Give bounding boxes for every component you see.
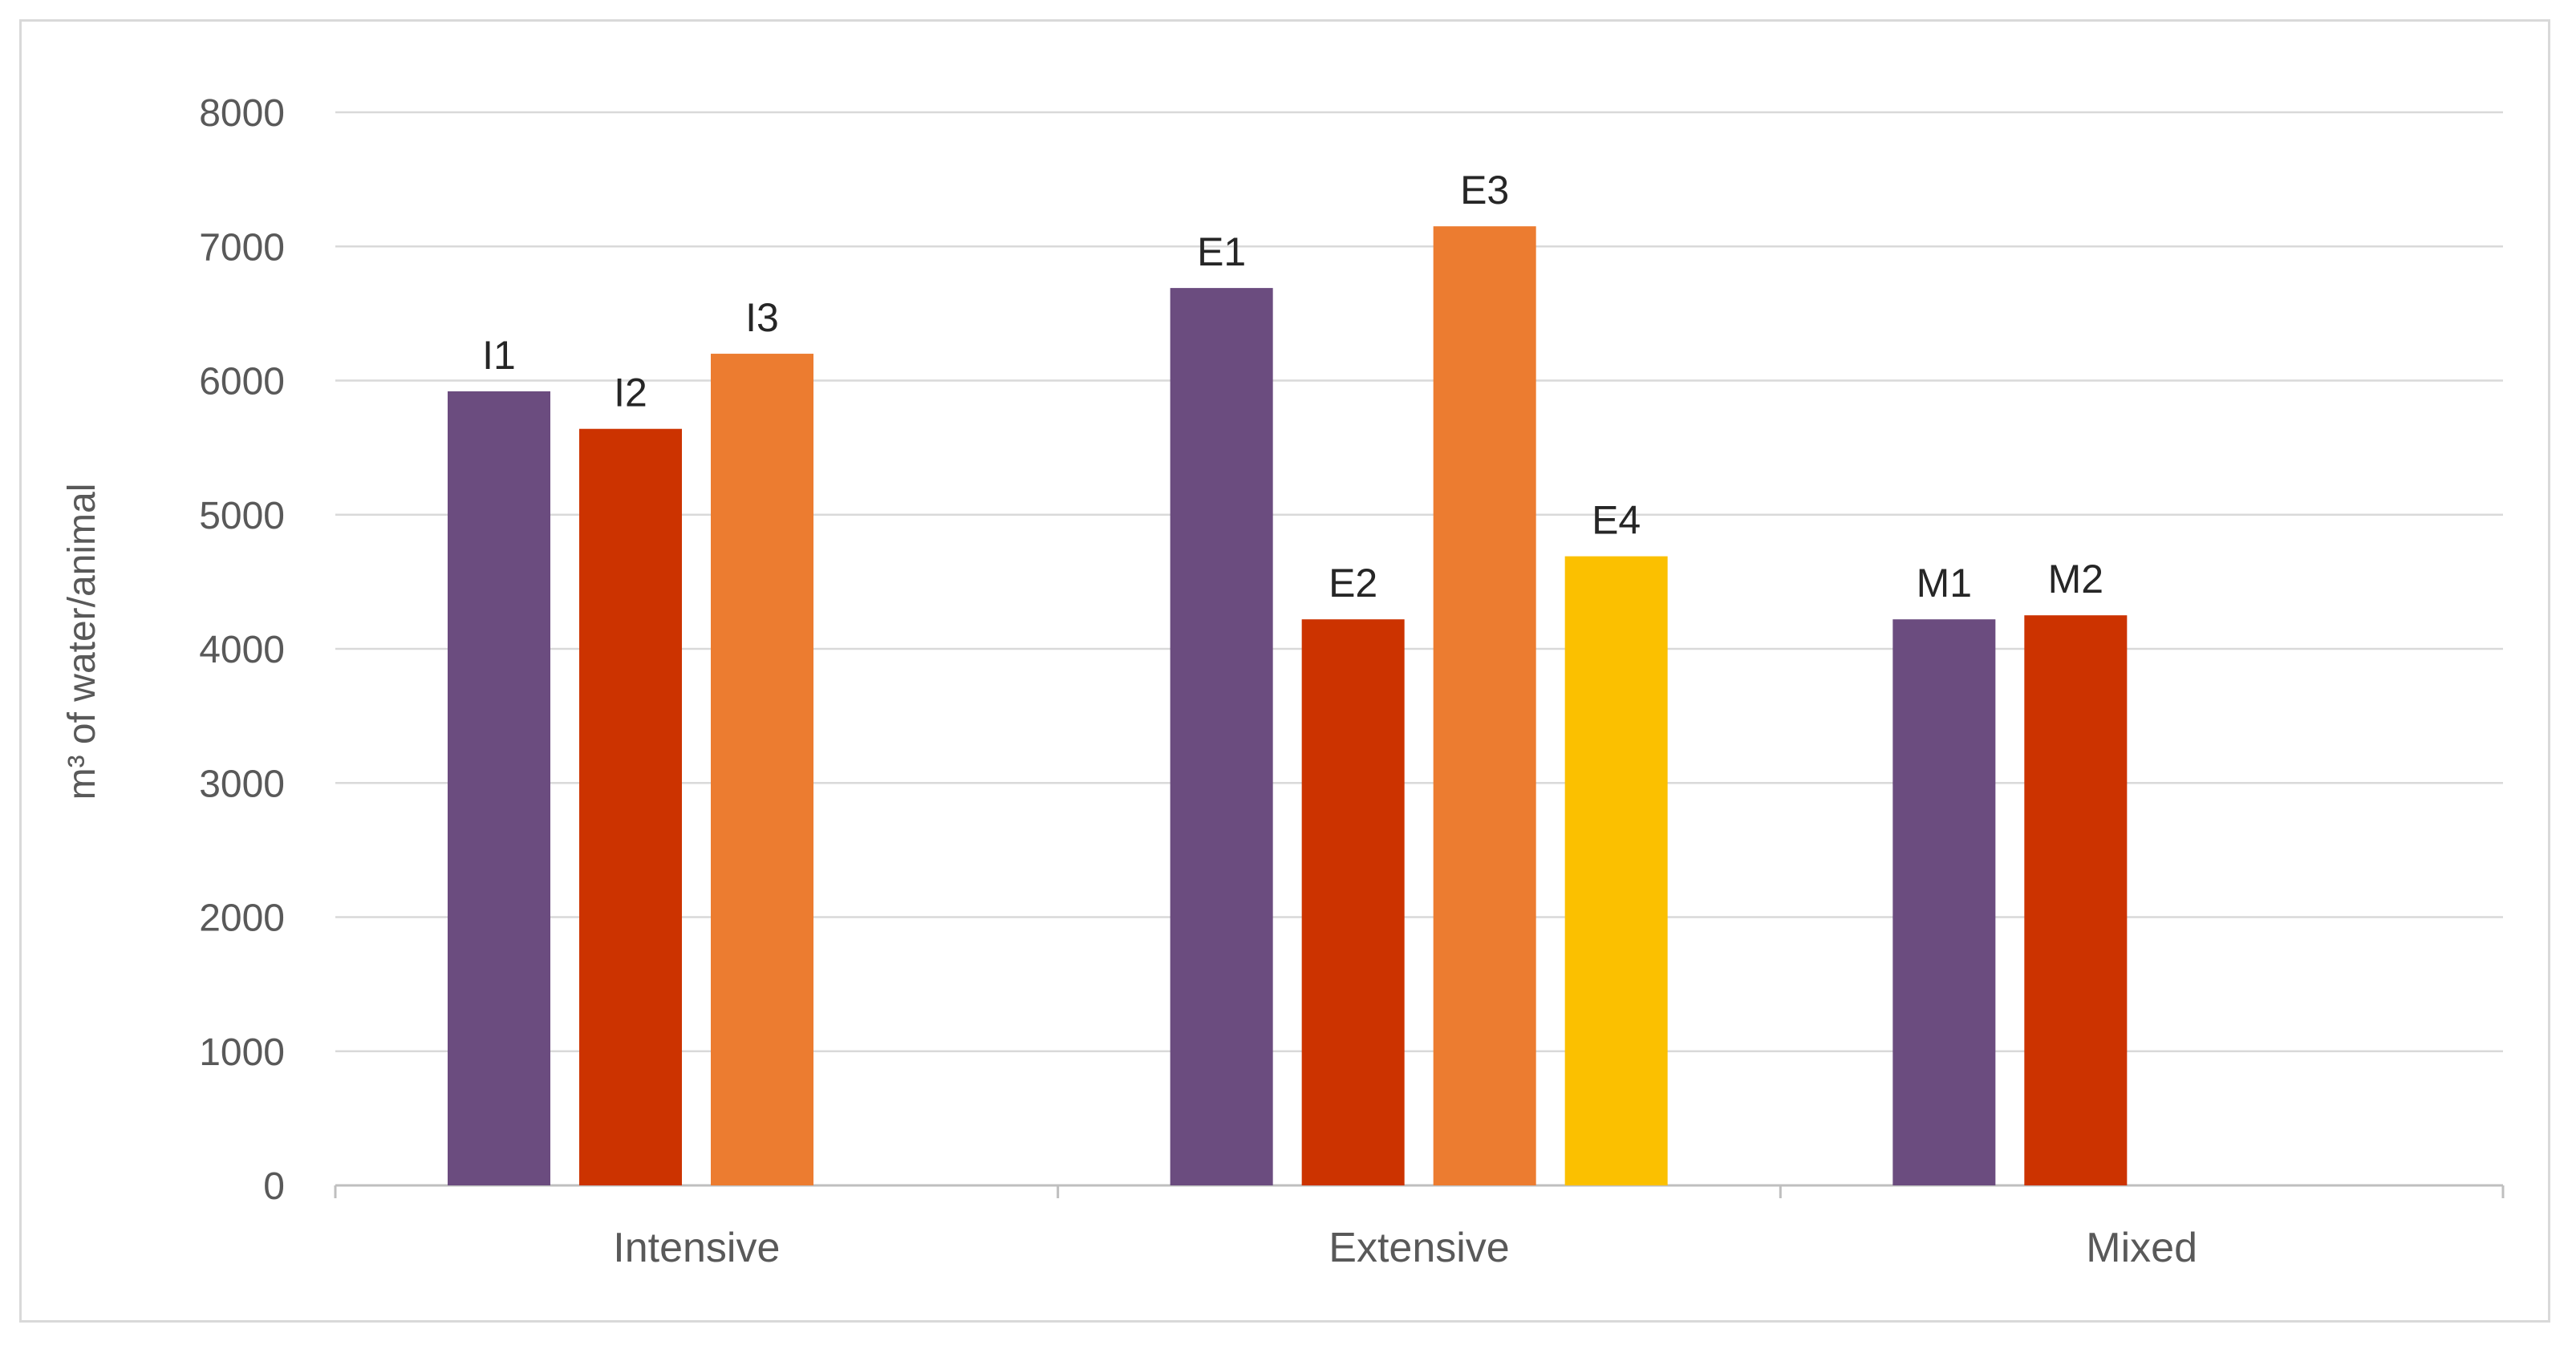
labels: 0 1000 2000 3000 4000 5000 6000 7000 8000 I1 I2 I3 I… bbox=[199, 92, 2197, 1271]
data-label-e4: E4 bbox=[1592, 498, 1641, 543]
y-tick-label: 1000 bbox=[199, 1031, 285, 1074]
bar-e2 bbox=[1301, 619, 1405, 1185]
bar-e4 bbox=[1564, 556, 1668, 1185]
gridlines bbox=[335, 111, 2503, 1052]
bar-e3 bbox=[1433, 226, 1536, 1186]
y-tick-label: 3000 bbox=[199, 763, 285, 805]
data-label-e1: E1 bbox=[1197, 229, 1246, 274]
y-tick-label: 2000 bbox=[199, 897, 285, 940]
y-tick-label: 0 bbox=[263, 1165, 285, 1208]
chart-frame bbox=[19, 19, 2550, 1323]
x-category-label: Intensive bbox=[613, 1225, 780, 1271]
data-label-i3: I3 bbox=[745, 295, 779, 340]
y-tick-label: 5000 bbox=[199, 495, 285, 537]
x-category-label: Extensive bbox=[1329, 1225, 1509, 1271]
bar-i3 bbox=[711, 354, 813, 1185]
data-label-m1: M1 bbox=[1917, 561, 1972, 606]
y-tick-label: 4000 bbox=[199, 629, 285, 671]
bar-m1 bbox=[1892, 619, 1996, 1185]
bar-i2 bbox=[579, 428, 682, 1185]
x-category-label: Mixed bbox=[2086, 1225, 2197, 1271]
y-axis-title: m³ of water/animal bbox=[61, 484, 103, 800]
bar-e1 bbox=[1170, 288, 1273, 1185]
y-tick-label: 6000 bbox=[199, 361, 285, 403]
y-tick-label: 8000 bbox=[199, 92, 285, 135]
data-label-i2: I2 bbox=[614, 371, 647, 415]
bar-i1 bbox=[448, 391, 550, 1185]
bar-m2 bbox=[2024, 615, 2128, 1185]
y-tick-label: 7000 bbox=[199, 226, 285, 269]
data-label-m2: M2 bbox=[2048, 557, 2103, 602]
bars bbox=[448, 226, 2128, 1186]
data-label-e3: E3 bbox=[1460, 168, 1509, 213]
data-label-i1: I1 bbox=[482, 333, 516, 378]
axes bbox=[334, 1184, 2505, 1198]
data-label-e2: E2 bbox=[1329, 561, 1377, 606]
